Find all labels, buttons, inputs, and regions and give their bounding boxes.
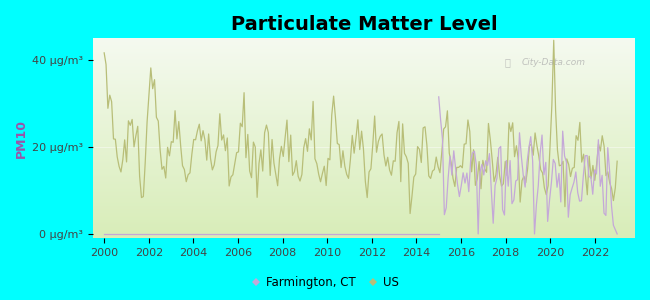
Title: Particulate Matter Level: Particulate Matter Level [231,15,497,34]
Legend: Farmington, CT, US: Farmington, CT, US [246,272,404,294]
Text: ⦿: ⦿ [505,57,511,67]
Text: City-Data.com: City-Data.com [521,58,585,67]
Y-axis label: PM10: PM10 [15,119,28,158]
